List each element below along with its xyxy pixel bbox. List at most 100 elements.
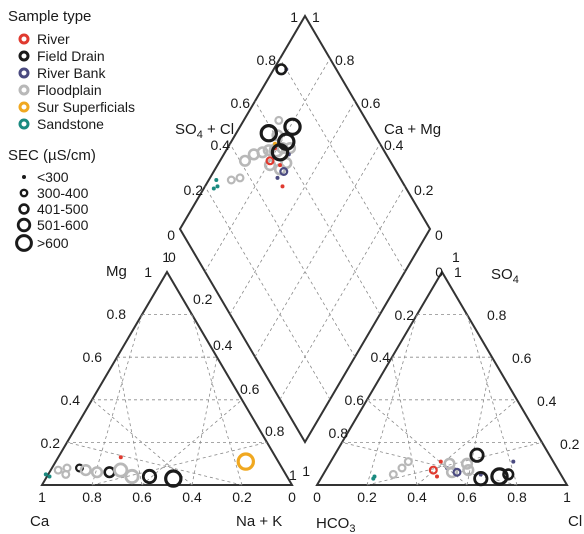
tick-label: 0.4 — [182, 489, 202, 505]
tick-label: 0.2 — [395, 307, 415, 323]
legend-label-field-drain: Field Drain — [37, 48, 105, 64]
cation-point-sandstone — [43, 472, 48, 477]
grid-line — [66, 442, 243, 486]
tick-label: 1 — [38, 489, 46, 505]
grid-line — [254, 143, 381, 358]
grid-line — [279, 186, 406, 400]
legend-sec-label-1: <300 — [37, 169, 69, 185]
hco3-subscript: 3 — [349, 523, 355, 534]
anion-point-river — [438, 459, 443, 464]
anion-point-field-drain — [490, 467, 509, 486]
tick-label: 0.2 — [357, 489, 377, 505]
diamond-point-floodplain — [226, 175, 236, 185]
cation-point-field-drain — [103, 466, 116, 479]
grid-line — [191, 357, 218, 486]
tick-label: 1 — [162, 249, 170, 265]
legend-label-sandstone: Sandstone — [37, 116, 104, 132]
grid-line — [91, 442, 268, 486]
legend-sec-2: 300-400 — [19, 185, 89, 201]
cation-triangle — [40, 270, 294, 486]
legend-sec-marker-4 — [16, 217, 32, 233]
tick-label: 0.6 — [457, 489, 477, 505]
legend-sur-superficials: Sur Superficials — [18, 99, 135, 115]
grid-line — [141, 399, 243, 486]
diamond-point-floodplain — [256, 146, 269, 159]
tick-label: 0.2 — [414, 182, 434, 198]
legend-sec-label-5: >600 — [37, 235, 69, 251]
legend-field-drain: Field Drain — [18, 48, 105, 64]
anion-point-river-bank — [511, 459, 516, 464]
tick-label: 0.2 — [560, 436, 580, 452]
legend-sec-1: <300 — [22, 169, 69, 185]
tick-label: 0.2 — [41, 435, 61, 451]
diamond-point-field-drain — [259, 123, 278, 143]
tick-label: 0.8 — [265, 423, 285, 439]
grid-line — [204, 58, 331, 272]
legend-sec-5: >600 — [15, 234, 69, 252]
tick-label: 1 — [144, 264, 152, 280]
tick-label: 0.8 — [329, 425, 349, 441]
tick-label: 0.8 — [487, 307, 507, 323]
legend-marker-floodplain — [18, 84, 30, 96]
tick-label: 0.6 — [345, 392, 365, 408]
diamond-point-field-drain — [275, 63, 288, 76]
legend-sec-label-4: 501-600 — [37, 217, 89, 233]
diamond-point-field-drain — [283, 117, 302, 137]
tick-label: 0.2 — [184, 182, 204, 198]
anion-point-field-drain — [502, 468, 515, 481]
legend-marker-sandstone — [18, 118, 30, 130]
tick-label: 0.4 — [371, 349, 391, 365]
tick-label: 0.6 — [512, 350, 532, 366]
anion-triangle — [315, 270, 569, 486]
diamond-right-ticks: 0 0.2 0.4 0.6 0.8 1 — [312, 9, 443, 243]
grid-line — [204, 186, 331, 400]
cation-point-field-drain — [74, 463, 84, 473]
diamond-point-river — [265, 156, 275, 166]
legend-river: River — [18, 31, 70, 47]
tick-label: 0.6 — [231, 95, 251, 111]
so4-right-subscript: 4 — [513, 274, 519, 286]
diamond-point-floodplain — [263, 159, 277, 172]
tick-label: 0 — [435, 227, 443, 243]
anion-point-floodplain — [462, 464, 475, 477]
grid-line — [229, 100, 356, 315]
ca-mg-label: Ca + Mg — [384, 121, 441, 138]
legend-sec-marker-5 — [15, 234, 33, 252]
legend-label-floodplain: Floodplain — [37, 82, 102, 98]
tick-label: 0.6 — [361, 95, 381, 111]
tick-label: 0.4 — [213, 337, 233, 353]
diamond-left-ticks: 0 0.2 0.4 0.6 0.8 1 — [167, 9, 298, 243]
anion-right-ticks: 0.2 0.4 0.6 0.8 1 — [454, 264, 580, 452]
grid-lines — [66, 58, 543, 486]
tick-label: 1 — [454, 264, 462, 280]
anion-point-floodplain — [388, 469, 398, 479]
grid-line — [391, 357, 418, 486]
cl-label: Cl — [568, 513, 582, 530]
so4-cl-text-b: + Cl — [203, 121, 234, 138]
anion-point-field-drain — [473, 470, 489, 487]
legend: Sample type River Field Drain River Bank… — [8, 8, 135, 252]
diamond-point-river-bank — [279, 167, 289, 177]
tick-label: 0.6 — [132, 489, 152, 505]
cation-point-floodplain — [113, 462, 129, 478]
cation-bottom-ticks: 1 0.8 0.6 0.4 0.2 0 — [38, 489, 296, 505]
grid-line — [366, 399, 468, 486]
legend-marker-river-bank — [18, 67, 30, 79]
tick-label: 0.8 — [107, 306, 127, 322]
tick-label: 1 — [302, 463, 310, 479]
tick-label: 0 — [288, 489, 296, 505]
legend-floodplain: Floodplain — [18, 82, 102, 98]
cation-point-sur-superficials — [236, 452, 255, 471]
diamond — [178, 14, 432, 444]
tick-label: 0.4 — [384, 137, 404, 153]
tick-label: 0.4 — [61, 392, 81, 408]
anion-point-floodplain — [445, 466, 459, 479]
mg-label: Mg — [106, 263, 127, 280]
legend-marker-sur-superficials — [18, 101, 30, 113]
diamond-point-floodplain — [235, 173, 245, 183]
tick-label: 0.4 — [537, 393, 557, 409]
cation-point-river — [118, 455, 123, 460]
na-k-label: Na + K — [236, 513, 282, 530]
anion-point-floodplain — [460, 457, 474, 470]
